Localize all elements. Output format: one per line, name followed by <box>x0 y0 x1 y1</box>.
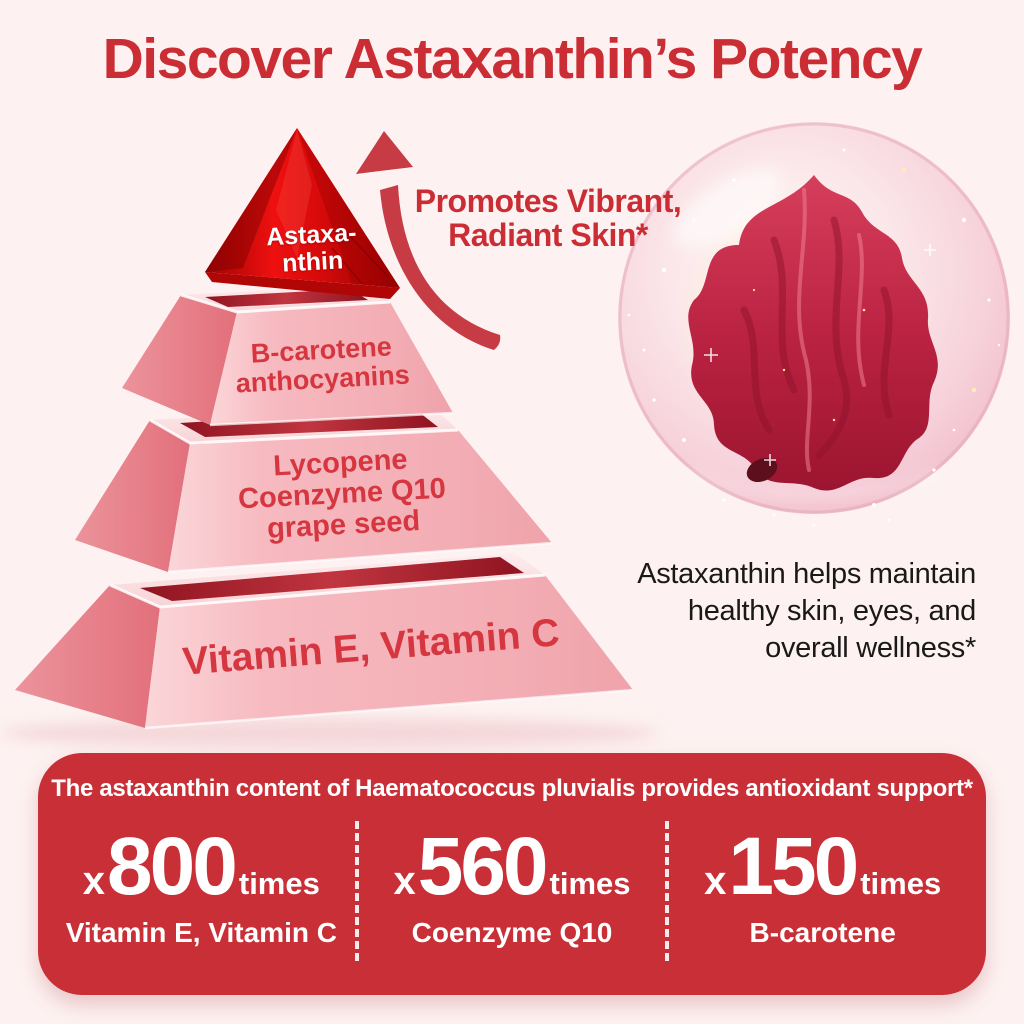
promo-note-line1: Promotes Vibrant, <box>414 183 682 219</box>
pyramid-shadow <box>0 718 660 748</box>
tier2-label-bcarotene: B-carotene anthocyanins <box>211 330 434 399</box>
tier3-label-lycopene: Lycopene Coenzyme Q10 grape seed <box>190 440 494 549</box>
pyramid-tier-3 <box>75 404 553 574</box>
stat-number: x 800 times <box>83 821 320 913</box>
stats-panel: The astaxanthin content of Haematococcus… <box>38 753 986 995</box>
stat-times-suffix: times <box>238 866 320 901</box>
dashed-divider <box>665 821 670 961</box>
promo-note-line2: Radiant Skin* <box>448 217 648 253</box>
red-algae <box>688 175 938 491</box>
page-title: Discover Astaxanthin’s Potency <box>102 27 923 91</box>
pyramid-tier-4 <box>15 553 634 730</box>
stat-column-vitamin-e-c: x 800 times Vitamin E, Vitamin C <box>48 821 355 961</box>
stat-multiplier-prefix: x <box>393 859 416 903</box>
stat-column-bcarotene: x 150 times B-carotene <box>669 821 976 961</box>
stat-value: 560 <box>417 821 549 912</box>
stat-label: B-carotene <box>749 917 896 948</box>
stats-panel-headline: The astaxanthin content of Haematococcus… <box>51 775 973 802</box>
stat-multiplier-prefix: x <box>82 859 106 903</box>
pyramid-tier-2 <box>122 286 454 427</box>
stat-number: x 560 times <box>393 821 630 913</box>
pyramid-tier-1-red <box>205 128 400 299</box>
stats-row: x 800 times Vitamin E, Vitamin C x 560 t… <box>38 821 986 961</box>
wellness-line1: Astaxanthin helps maintain <box>637 558 976 590</box>
sparkles <box>627 148 1001 527</box>
stat-value: 150 <box>728 821 859 912</box>
stat-times-suffix: times <box>860 866 942 901</box>
tier1-label-astaxanthin: Astaxa- nthin <box>236 218 389 280</box>
promo-note: Promotes Vibrant, Radiant Skin* <box>398 184 698 252</box>
wellness-note: Astaxanthin helps maintain healthy skin,… <box>556 556 976 667</box>
pyramid-diagram <box>15 128 634 730</box>
stat-label: Vitamin E, Vitamin C <box>65 917 337 948</box>
stat-multiplier-prefix: x <box>704 859 727 903</box>
stat-number: x 150 times <box>704 821 941 913</box>
dashed-divider <box>354 821 359 961</box>
up-arrow-icon <box>356 131 501 350</box>
stat-column-coenzyme-q10: x 560 times Coenzyme Q10 <box>359 821 666 961</box>
stat-value: 800 <box>107 821 238 912</box>
stat-times-suffix: times <box>549 866 631 901</box>
stat-label: Coenzyme Q10 <box>411 917 613 948</box>
wellness-line3: overall wellness* <box>765 632 976 664</box>
algae-bubble-image <box>618 122 1010 527</box>
wellness-line2: healthy skin, eyes, and <box>687 595 976 627</box>
